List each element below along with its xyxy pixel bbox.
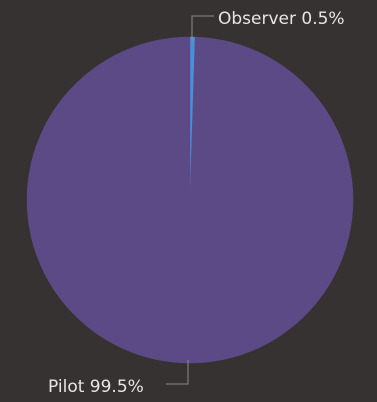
observer-leader-line <box>191 15 214 41</box>
pilot-slice <box>26 36 354 364</box>
observer-slice-label: Observer 0.5% <box>218 9 345 29</box>
pilot-leader-line <box>166 360 189 385</box>
pie-slices <box>26 36 354 364</box>
pilot-slice-label: Pilot 99.5% <box>48 377 144 397</box>
